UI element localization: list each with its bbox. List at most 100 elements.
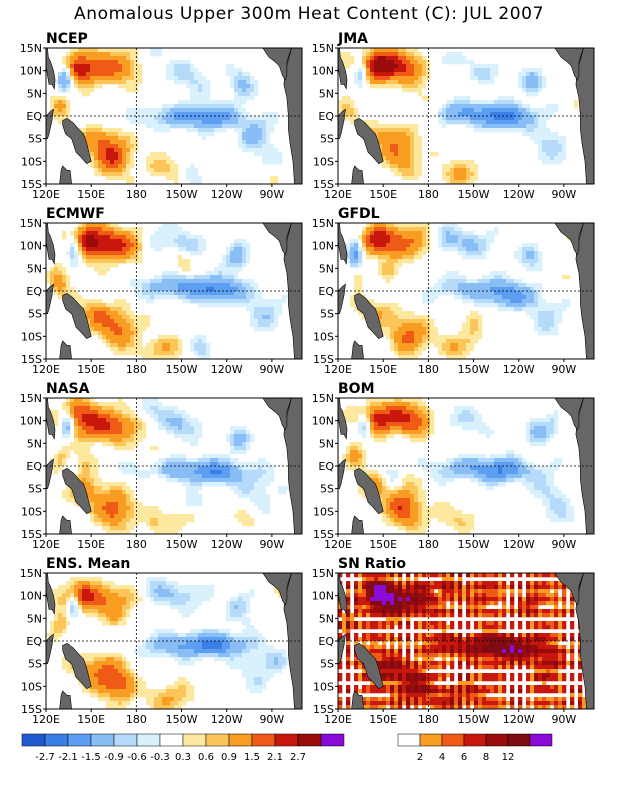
lon-tick-label: 90W bbox=[259, 538, 284, 550]
legend-swatch bbox=[397, 733, 421, 747]
lon-tick-label: 180 bbox=[126, 363, 147, 375]
lon-tick-label: 120E bbox=[324, 188, 352, 200]
legend-label: 8 bbox=[483, 752, 489, 763]
lat-tick-label: 5S bbox=[28, 658, 42, 671]
legend-swatch bbox=[529, 733, 553, 747]
lat-tick-label: 5N bbox=[27, 437, 42, 450]
lat-tick-label: 10N bbox=[312, 65, 334, 78]
legend-swatch bbox=[228, 733, 253, 747]
lon-tick-label: 90W bbox=[551, 713, 576, 725]
land-mass bbox=[338, 690, 364, 709]
lon-tick-label: 150W bbox=[458, 363, 490, 375]
lat-tick-label: 5N bbox=[27, 87, 42, 100]
lat-tick-label: 5N bbox=[319, 87, 334, 100]
land-mass bbox=[338, 340, 364, 359]
lon-tick-label: 150W bbox=[166, 188, 198, 200]
lon-tick-label: 150W bbox=[458, 538, 490, 550]
lon-tick-label: 150W bbox=[458, 188, 490, 200]
lon-tick-label: 120E bbox=[32, 713, 60, 725]
lat-tick-label: 10N bbox=[20, 65, 42, 78]
legend-label: 1.5 bbox=[244, 752, 260, 763]
land-mass bbox=[46, 165, 72, 184]
land-mass bbox=[338, 223, 348, 265]
lat-tick-label: 10N bbox=[312, 415, 334, 428]
lat-tick-label: EQ bbox=[318, 110, 334, 123]
lat-tick-label: EQ bbox=[318, 285, 334, 298]
lat-tick-label: 15N bbox=[312, 567, 334, 580]
lon-tick-label: 180 bbox=[418, 713, 439, 725]
figure-title: Anomalous Upper 300m Heat Content (C): J… bbox=[73, 4, 545, 24]
legend-label: 12 bbox=[502, 752, 515, 763]
land-mass bbox=[62, 467, 92, 514]
panel-gfdl: GFDL 15N 10N 5N EQ 5S 10S 15S 120E 150E 180 150W 12… bbox=[306, 205, 606, 375]
land-mass bbox=[354, 467, 384, 514]
panel-title: BOM bbox=[338, 381, 375, 397]
land-mass bbox=[249, 398, 302, 431]
lat-tick-label: EQ bbox=[318, 460, 334, 473]
land-mass bbox=[575, 223, 594, 359]
legend-label: 2.7 bbox=[290, 752, 306, 763]
lon-tick-label: 150W bbox=[166, 538, 198, 550]
land-mass bbox=[541, 223, 594, 256]
lat-tick-label: 5N bbox=[319, 262, 334, 275]
panel-jma: JMA 15N 10N 5N EQ 5S 10S 15S 120E 150E 180 150W 120… bbox=[306, 30, 606, 200]
lat-tick-label: 5S bbox=[320, 483, 334, 496]
land-mass bbox=[354, 292, 384, 339]
lat-tick-label: 5N bbox=[319, 437, 334, 450]
lon-tick-label: 120W bbox=[211, 713, 243, 725]
lon-tick-label: 180 bbox=[126, 188, 147, 200]
lat-tick-label: 10S bbox=[21, 680, 42, 693]
legend-label: 6 bbox=[461, 752, 467, 763]
lat-tick-label: 10N bbox=[312, 590, 334, 603]
panel-title: ECMWF bbox=[46, 206, 105, 222]
lat-tick-label: 15N bbox=[20, 42, 42, 55]
land-mass bbox=[46, 573, 56, 615]
lat-tick-label: 10N bbox=[20, 415, 42, 428]
land-mass bbox=[283, 398, 302, 534]
panel-title: ENS. Mean bbox=[46, 556, 131, 572]
legend-swatch bbox=[44, 733, 69, 747]
lon-tick-label: 150E bbox=[77, 713, 105, 725]
lat-tick-label: 15S bbox=[21, 528, 42, 541]
legend-swatch bbox=[507, 733, 531, 747]
lat-tick-label: EQ bbox=[26, 635, 42, 648]
lat-tick-label: 15S bbox=[21, 353, 42, 366]
lon-tick-label: 120E bbox=[324, 363, 352, 375]
lon-tick-label: 150E bbox=[77, 188, 105, 200]
land-mass bbox=[249, 48, 302, 81]
legend-swatch bbox=[274, 733, 299, 747]
anomaly-colorbar: -2.7 -2.1 -1.5 -0.9 -0.6 -0.3 0.3 0.6 0.9 1.5 2.1 2… bbox=[21, 733, 345, 763]
lat-tick-label: 15N bbox=[20, 217, 42, 230]
lat-tick-label: EQ bbox=[26, 285, 42, 298]
lon-tick-label: 150E bbox=[77, 538, 105, 550]
lon-tick-label: 150W bbox=[166, 713, 198, 725]
legend-label: -1.5 bbox=[81, 752, 101, 763]
land-mass bbox=[62, 292, 92, 339]
lat-tick-label: 10S bbox=[313, 330, 334, 343]
land-mass bbox=[541, 573, 594, 606]
lat-tick-label: 10S bbox=[21, 330, 42, 343]
lon-tick-label: 120W bbox=[503, 713, 535, 725]
land-mass bbox=[283, 223, 302, 359]
lat-tick-label: 5N bbox=[27, 612, 42, 625]
lat-tick-label: 10S bbox=[313, 680, 334, 693]
lat-tick-label: 10S bbox=[21, 155, 42, 168]
lat-tick-label: 15N bbox=[312, 392, 334, 405]
lon-tick-label: 120E bbox=[32, 538, 60, 550]
legend-swatch bbox=[67, 733, 92, 747]
lon-tick-label: 120W bbox=[211, 538, 243, 550]
lon-tick-label: 90W bbox=[551, 363, 576, 375]
legend-swatch bbox=[463, 733, 487, 747]
lon-tick-label: 150W bbox=[166, 363, 198, 375]
land-mass bbox=[354, 642, 384, 689]
legend-swatch bbox=[441, 733, 465, 747]
lat-tick-label: 15N bbox=[312, 217, 334, 230]
lon-tick-label: 120E bbox=[32, 188, 60, 200]
panel-title: NCEP bbox=[46, 31, 88, 47]
land-mass bbox=[541, 398, 594, 431]
land-mass bbox=[338, 165, 364, 184]
